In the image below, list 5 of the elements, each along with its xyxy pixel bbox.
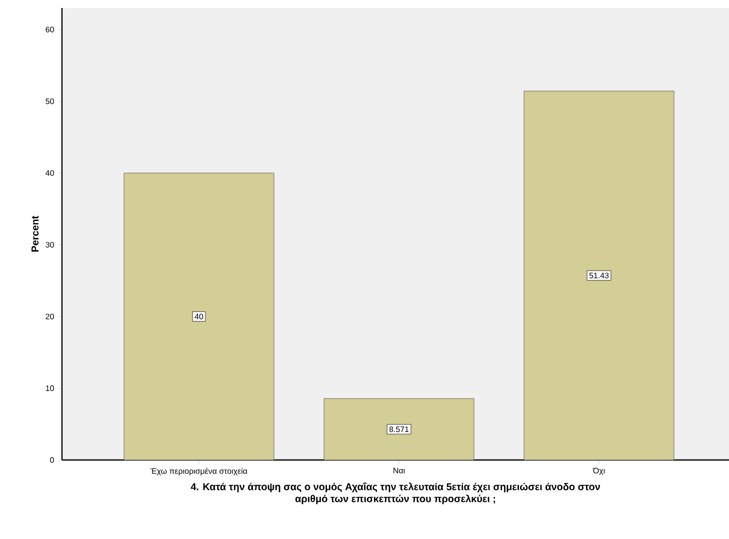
bar [324,398,474,460]
x-axis-title: 4. Κατά την άποψη σας ο νομός Αχαΐας την τελευταία 5ετία έχει σημειώσει άνοδο στον αριθμό των επισκεπτών που προσελκύει ; [190,482,600,504]
bar [524,90,674,460]
bar [124,172,274,460]
y-axis-title: Percent [32,216,39,252]
